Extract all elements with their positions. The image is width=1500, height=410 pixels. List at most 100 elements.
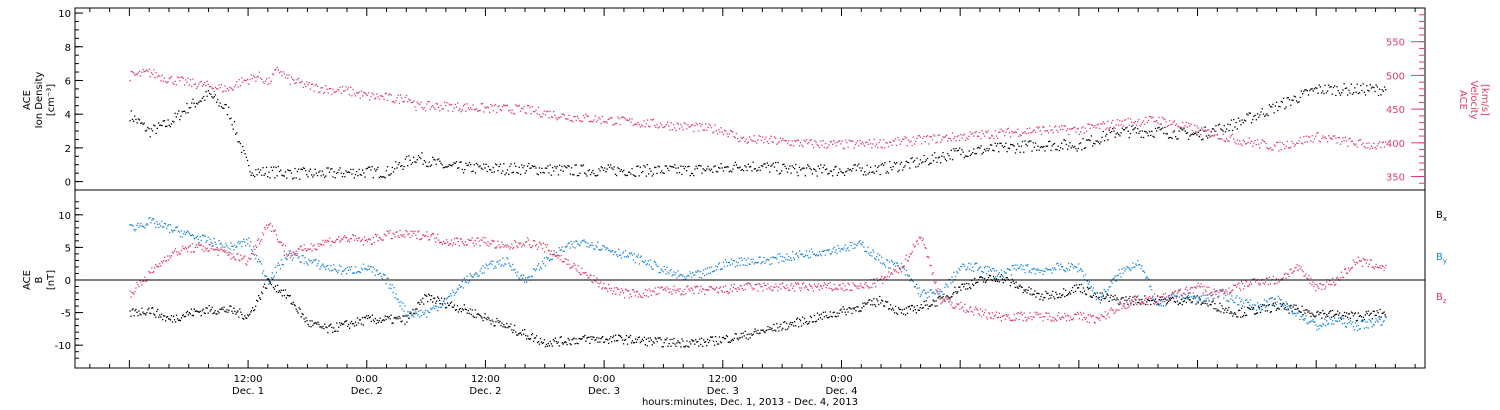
data-point	[1006, 277, 1008, 279]
data-point	[1029, 127, 1031, 129]
data-point	[517, 105, 519, 107]
data-point	[1225, 294, 1227, 297]
data-point	[775, 330, 777, 332]
data-point	[961, 265, 963, 268]
data-point	[222, 91, 224, 93]
data-point	[333, 264, 335, 266]
data-point	[940, 291, 942, 293]
data-point	[1166, 302, 1169, 304]
data-point	[998, 131, 1000, 134]
data-point	[1018, 285, 1020, 288]
data-point	[1075, 148, 1077, 150]
data-point	[311, 83, 313, 85]
data-point	[1278, 297, 1280, 299]
data-point	[601, 167, 603, 169]
data-point	[153, 69, 155, 71]
data-point	[1123, 303, 1125, 305]
data-point	[821, 172, 823, 174]
data-point	[1328, 312, 1330, 314]
data-point	[987, 276, 990, 279]
data-point	[531, 105, 533, 108]
data-point	[405, 156, 408, 158]
data-point	[656, 123, 658, 126]
data-point	[366, 317, 369, 320]
data-point	[214, 249, 216, 251]
data-point	[1027, 289, 1029, 291]
data-point	[244, 315, 246, 317]
data-point	[273, 288, 276, 290]
data-point	[1121, 297, 1123, 299]
data-point	[304, 248, 306, 250]
data-point	[1084, 293, 1087, 295]
data-point	[602, 244, 604, 247]
data-point	[951, 159, 954, 161]
data-point	[1012, 280, 1014, 283]
data-point	[301, 168, 303, 171]
data-point	[909, 280, 911, 282]
data-point	[1374, 146, 1376, 148]
data-point	[292, 251, 294, 253]
data-point	[224, 310, 226, 312]
data-point	[1094, 143, 1096, 145]
data-point	[1296, 308, 1298, 310]
data-point	[740, 332, 742, 335]
data-point	[459, 161, 461, 163]
data-point	[420, 299, 422, 301]
data-point	[1349, 320, 1352, 322]
data-point	[849, 168, 852, 171]
data-point	[1167, 296, 1170, 298]
data-point	[234, 244, 236, 246]
data-point	[1383, 311, 1385, 313]
data-point	[244, 153, 246, 155]
data-point	[667, 345, 669, 347]
data-point	[233, 121, 236, 123]
data-point	[1004, 272, 1006, 274]
data-point	[808, 321, 811, 323]
data-point	[236, 253, 238, 256]
data-point	[613, 123, 615, 125]
data-point	[1212, 300, 1214, 302]
bz-points	[129, 222, 1387, 324]
data-point	[781, 140, 783, 142]
data-point	[205, 307, 207, 309]
data-point	[150, 271, 152, 274]
data-point	[283, 294, 285, 297]
data-point	[753, 168, 755, 170]
data-point	[246, 264, 248, 266]
data-point	[367, 92, 370, 94]
data-point	[1302, 143, 1304, 145]
data-point	[1052, 290, 1054, 292]
data-point	[998, 151, 1000, 153]
data-point	[489, 320, 491, 322]
data-point	[655, 166, 657, 169]
data-point	[327, 92, 329, 94]
data-point	[1326, 320, 1328, 322]
data-point	[428, 101, 430, 103]
data-point	[1184, 125, 1186, 127]
data-point	[631, 340, 634, 342]
data-point	[734, 333, 736, 335]
data-point	[353, 93, 355, 95]
data-point	[1300, 315, 1302, 317]
data-point	[691, 124, 694, 126]
data-point	[1208, 299, 1210, 302]
data-point	[306, 320, 308, 322]
data-point	[1150, 285, 1152, 287]
data-point	[981, 277, 984, 279]
data-point	[970, 153, 973, 155]
data-point	[339, 264, 341, 266]
data-point	[639, 126, 641, 128]
data-point	[1365, 326, 1367, 329]
data-point	[484, 167, 486, 169]
data-point	[1311, 135, 1313, 137]
data-point	[1179, 302, 1181, 304]
data-point	[600, 166, 602, 168]
data-point	[1011, 265, 1013, 267]
data-point	[773, 166, 776, 168]
data-point	[1383, 86, 1386, 88]
data-point	[827, 317, 829, 319]
data-point	[516, 105, 518, 107]
data-point	[1378, 318, 1380, 320]
data-point	[614, 173, 617, 175]
data-point	[1078, 284, 1081, 286]
